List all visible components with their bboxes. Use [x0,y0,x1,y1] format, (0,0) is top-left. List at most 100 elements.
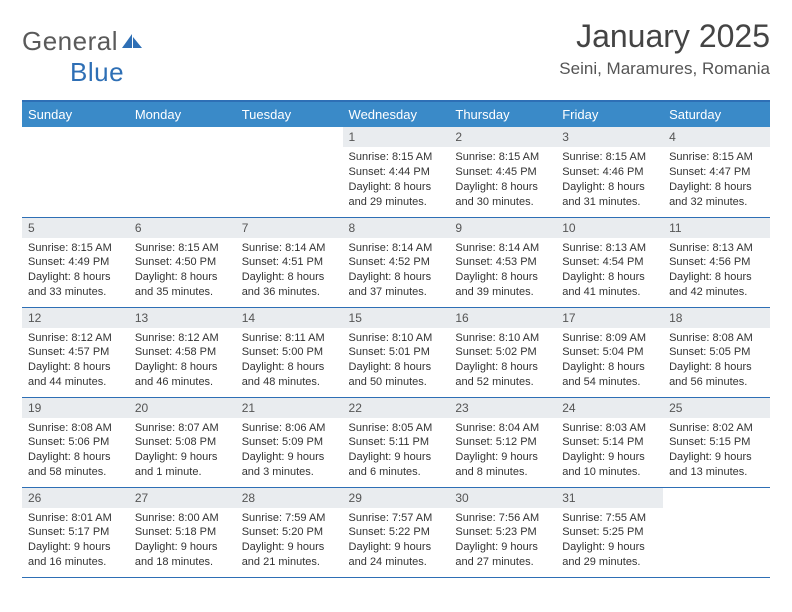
day-content: Sunrise: 8:12 AMSunset: 4:58 PMDaylight:… [129,328,236,394]
day-line: Daylight: 9 hours [28,540,123,555]
day-line: Sunrise: 8:15 AM [135,241,230,256]
calendar-head: Sunday Monday Tuesday Wednesday Thursday… [22,101,770,127]
day-number: 7 [236,218,343,238]
day-line: Daylight: 8 hours [349,270,444,285]
day-line: Daylight: 8 hours [455,270,550,285]
day-cell: 1Sunrise: 8:15 AMSunset: 4:44 PMDaylight… [343,127,450,217]
day-line: Sunset: 5:18 PM [135,525,230,540]
day-cell: 15Sunrise: 8:10 AMSunset: 5:01 PMDayligh… [343,307,450,397]
day-cell: 30Sunrise: 7:56 AMSunset: 5:23 PMDayligh… [449,487,556,577]
day-line: Sunrise: 8:07 AM [135,421,230,436]
month-title: January 2025 [559,18,770,55]
day-line: Sunrise: 8:08 AM [28,421,123,436]
day-cell: 28Sunrise: 7:59 AMSunset: 5:20 PMDayligh… [236,487,343,577]
logo-sail-icon [120,32,144,50]
day-number: 9 [449,218,556,238]
day-line: Sunrise: 8:09 AM [562,331,657,346]
day-line: and 37 minutes. [349,285,444,300]
day-line: and 44 minutes. [28,375,123,390]
day-line: Sunset: 4:57 PM [28,345,123,360]
day-cell: 18Sunrise: 8:08 AMSunset: 5:05 PMDayligh… [663,307,770,397]
day-line: Sunrise: 8:00 AM [135,511,230,526]
day-line: Daylight: 9 hours [135,450,230,465]
day-line: Daylight: 8 hours [135,270,230,285]
day-line: Sunset: 5:11 PM [349,435,444,450]
day-line: and 52 minutes. [455,375,550,390]
day-line: Daylight: 9 hours [242,540,337,555]
day-line: and 29 minutes. [562,555,657,570]
day-number: 19 [22,398,129,418]
day-line: Sunset: 4:52 PM [349,255,444,270]
day-line: and 33 minutes. [28,285,123,300]
day-content: Sunrise: 8:11 AMSunset: 5:00 PMDaylight:… [236,328,343,394]
day-content: Sunrise: 8:06 AMSunset: 5:09 PMDaylight:… [236,418,343,484]
day-number: 16 [449,308,556,328]
day-number: 29 [343,488,450,508]
day-content: Sunrise: 8:07 AMSunset: 5:08 PMDaylight:… [129,418,236,484]
day-cell: 12Sunrise: 8:12 AMSunset: 4:57 PMDayligh… [22,307,129,397]
day-line: Daylight: 9 hours [562,540,657,555]
day-line: and 16 minutes. [28,555,123,570]
day-line: Sunrise: 7:56 AM [455,511,550,526]
day-content: Sunrise: 8:04 AMSunset: 5:12 PMDaylight:… [449,418,556,484]
day-header: Thursday [449,101,556,127]
day-line: and 48 minutes. [242,375,337,390]
day-line: Sunrise: 8:14 AM [242,241,337,256]
day-line: Daylight: 8 hours [455,180,550,195]
day-line: Sunrise: 8:15 AM [28,241,123,256]
day-line: Sunrise: 8:15 AM [669,150,764,165]
day-line: and 36 minutes. [242,285,337,300]
day-line: Sunrise: 8:13 AM [669,241,764,256]
day-line: Sunrise: 8:15 AM [349,150,444,165]
day-line: Daylight: 9 hours [455,540,550,555]
day-number: 2 [449,127,556,147]
day-line: and 18 minutes. [135,555,230,570]
day-number: 28 [236,488,343,508]
day-content: Sunrise: 8:15 AMSunset: 4:49 PMDaylight:… [22,238,129,304]
day-number: 10 [556,218,663,238]
day-line: Daylight: 8 hours [669,360,764,375]
day-content: Sunrise: 7:59 AMSunset: 5:20 PMDaylight:… [236,508,343,574]
day-line: Sunrise: 8:02 AM [669,421,764,436]
day-content: Sunrise: 8:02 AMSunset: 5:15 PMDaylight:… [663,418,770,484]
day-number: 13 [129,308,236,328]
day-line: Sunrise: 8:14 AM [455,241,550,256]
day-line: Sunset: 4:46 PM [562,165,657,180]
day-line: Sunset: 5:22 PM [349,525,444,540]
day-line: and 56 minutes. [669,375,764,390]
day-cell: 2Sunrise: 8:15 AMSunset: 4:45 PMDaylight… [449,127,556,217]
calendar-page: General Blue January 2025 Seini, Maramur… [0,0,792,612]
day-number: 14 [236,308,343,328]
day-line: Daylight: 8 hours [349,360,444,375]
day-line: Daylight: 8 hours [669,270,764,285]
day-cell [22,127,129,217]
day-line: Daylight: 9 hours [242,450,337,465]
day-number: 24 [556,398,663,418]
day-content: Sunrise: 8:09 AMSunset: 5:04 PMDaylight:… [556,328,663,394]
day-number: 31 [556,488,663,508]
day-line: Daylight: 9 hours [349,540,444,555]
day-line: Sunset: 5:12 PM [455,435,550,450]
day-line: and 42 minutes. [669,285,764,300]
day-line: and 13 minutes. [669,465,764,480]
day-line: Sunrise: 8:05 AM [349,421,444,436]
day-header: Sunday [22,101,129,127]
day-cell: 3Sunrise: 8:15 AMSunset: 4:46 PMDaylight… [556,127,663,217]
day-line: Daylight: 8 hours [28,450,123,465]
day-cell: 25Sunrise: 8:02 AMSunset: 5:15 PMDayligh… [663,397,770,487]
day-line: Sunrise: 7:59 AM [242,511,337,526]
day-line: and 8 minutes. [455,465,550,480]
day-line: Daylight: 9 hours [349,450,444,465]
day-content: Sunrise: 8:12 AMSunset: 4:57 PMDaylight:… [22,328,129,394]
day-content: Sunrise: 8:00 AMSunset: 5:18 PMDaylight:… [129,508,236,574]
day-line: Sunset: 5:23 PM [455,525,550,540]
day-line: and 39 minutes. [455,285,550,300]
day-line: Daylight: 8 hours [562,180,657,195]
calendar-table: Sunday Monday Tuesday Wednesday Thursday… [22,100,770,578]
day-line: Sunset: 5:04 PM [562,345,657,360]
day-line: Sunrise: 8:12 AM [28,331,123,346]
day-line: Sunrise: 8:01 AM [28,511,123,526]
day-line: and 50 minutes. [349,375,444,390]
day-cell: 6Sunrise: 8:15 AMSunset: 4:50 PMDaylight… [129,217,236,307]
day-content: Sunrise: 8:14 AMSunset: 4:52 PMDaylight:… [343,238,450,304]
